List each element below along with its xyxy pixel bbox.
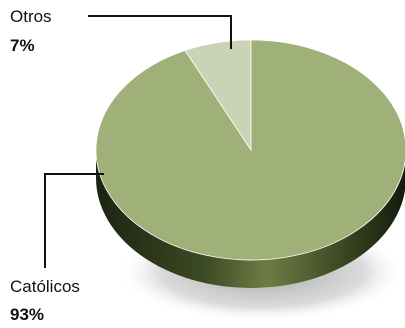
leader-line-otros xyxy=(88,15,232,49)
label-otros-pct: 7% xyxy=(10,36,35,55)
pie-side xyxy=(96,150,405,288)
label-otros: Otros 7% xyxy=(10,7,232,55)
label-catolicos-name: Católicos xyxy=(10,277,80,296)
leader-line-catolicos xyxy=(44,173,104,268)
pie-slice-católicos xyxy=(95,39,405,261)
label-catolicos: Católicos 93% xyxy=(10,173,104,324)
label-otros-name: Otros xyxy=(10,7,52,26)
label-catolicos-pct: 93% xyxy=(10,305,44,324)
